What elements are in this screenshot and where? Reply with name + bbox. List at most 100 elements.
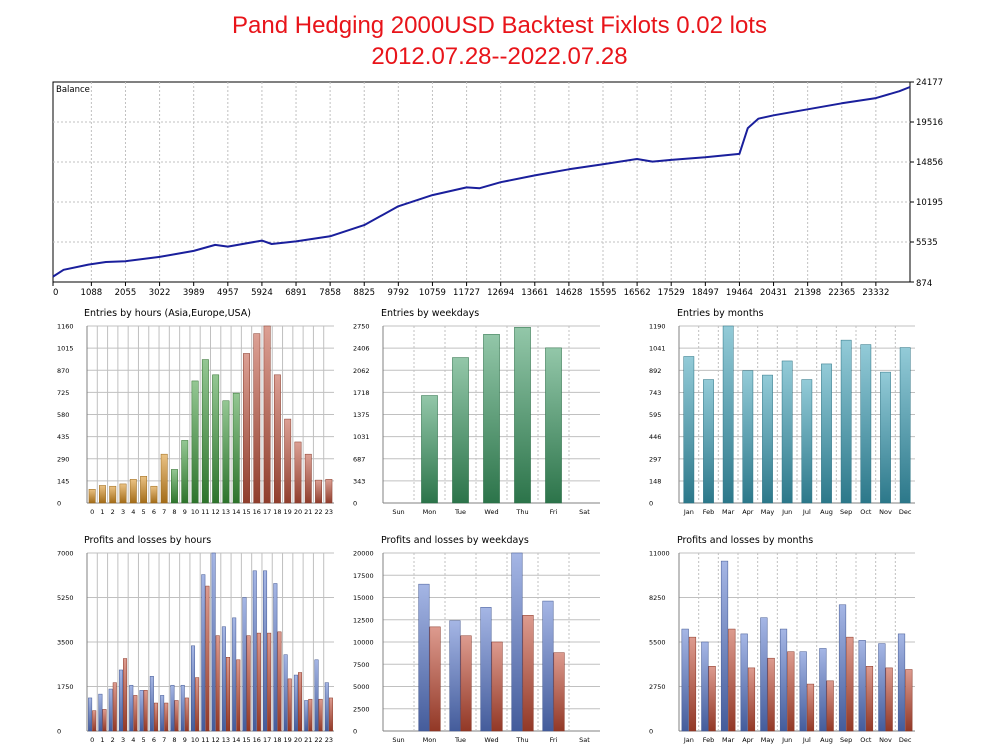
- entry-bar: [514, 327, 531, 504]
- x-tick-label: 10: [191, 508, 199, 516]
- y-tick-label: 297: [649, 455, 661, 463]
- loss-bar: [225, 657, 230, 732]
- x-tick-label: Sun: [392, 736, 404, 744]
- profit-bar: [180, 684, 185, 732]
- profit-bar: [108, 688, 113, 732]
- profit-bar: [149, 676, 154, 732]
- balance-x-tick-label: 18497: [692, 288, 719, 298]
- balance-x-tick-label: 0: [53, 288, 58, 298]
- x-tick-label: 18: [273, 508, 281, 516]
- y-tick-label: 15000: [353, 594, 374, 602]
- pl-weekdays-title: Profits and losses by weekdays: [381, 535, 529, 546]
- x-tick-label: Mar: [722, 736, 735, 744]
- y-tick-label: 0: [353, 728, 357, 736]
- loss-bar: [728, 628, 736, 732]
- x-tick-label: 7: [162, 508, 166, 516]
- entry-bar: [140, 476, 148, 504]
- x-tick-label: Dec: [899, 508, 912, 516]
- entry-bar: [781, 360, 793, 504]
- x-tick-label: 11: [201, 736, 209, 744]
- x-tick-label: Mon: [423, 508, 437, 516]
- y-tick-label: 892: [649, 367, 661, 375]
- x-tick-label: 22: [314, 736, 322, 744]
- y-tick-label: 2500: [353, 705, 370, 713]
- y-tick-label: 1190: [649, 323, 666, 331]
- entry-bar: [703, 379, 714, 504]
- entry-bar: [109, 485, 117, 504]
- entry-bar: [683, 356, 695, 504]
- entry-bar: [88, 489, 96, 504]
- loss-bar: [184, 697, 189, 732]
- report-title-line1: Pand Hedging 2000USD Backtest Fixlots 0.…: [232, 12, 767, 39]
- entry-bar: [722, 325, 734, 504]
- entry-bar: [232, 392, 240, 504]
- x-tick-label: 9: [183, 736, 187, 744]
- x-tick-label: Jun: [781, 736, 792, 744]
- x-tick-label: 21: [304, 736, 312, 744]
- balance-chart-title: Balance: [56, 85, 90, 95]
- balance-x-tick-label: 7858: [319, 288, 341, 298]
- entry-bar: [191, 380, 199, 504]
- x-tick-label: 2: [111, 736, 115, 744]
- profit-bar: [98, 693, 103, 732]
- y-tick-label: 0: [57, 728, 61, 736]
- profit-bar: [897, 633, 906, 732]
- balance-x-tick-label: 3989: [183, 288, 205, 298]
- x-tick-label: Oct: [860, 736, 872, 744]
- profit-bar: [201, 574, 206, 732]
- loss-bar: [267, 632, 272, 732]
- entry-bar: [840, 339, 852, 504]
- x-tick-label: 16: [253, 508, 261, 516]
- y-tick-label: 7500: [353, 661, 370, 669]
- y-tick-label: 1031: [353, 433, 370, 441]
- balance-x-tick-label: 1088: [81, 288, 103, 298]
- loss-bar: [277, 631, 282, 732]
- profit-bar: [273, 583, 278, 732]
- loss-bar: [256, 632, 261, 732]
- x-tick-label: 6: [152, 736, 156, 744]
- y-tick-label: 1750: [57, 683, 74, 691]
- x-tick-label: 8: [172, 508, 176, 516]
- profit-bar: [304, 700, 309, 732]
- balance-x-tick-label: 8825: [353, 288, 375, 298]
- x-tick-label: 12: [212, 736, 220, 744]
- y-tick-label: 435: [57, 433, 69, 441]
- entries-months-chart: Entries by months 0 148 297 446 595 743 892 1041…: [649, 308, 915, 516]
- profit-bar: [221, 626, 226, 732]
- entries-hours-chart: Entries by hours (Asia,Europe,USA)014529…: [57, 308, 334, 516]
- x-tick-label: Fri: [550, 736, 558, 744]
- x-tick-label: Feb: [703, 508, 715, 516]
- x-tick-label: Thu: [515, 508, 528, 516]
- y-tick-label: 870: [57, 367, 69, 375]
- profit-bar: [263, 570, 268, 732]
- y-tick-label: 5000: [353, 683, 370, 691]
- loss-bar: [195, 677, 200, 732]
- x-tick-label: 19: [284, 736, 292, 744]
- loss-bar: [174, 700, 179, 732]
- x-tick-label: 14: [232, 508, 240, 516]
- profit-bar: [314, 659, 319, 732]
- x-tick-label: 12: [212, 508, 220, 516]
- x-tick-label: 16: [253, 736, 261, 744]
- x-tick-label: 0: [90, 508, 94, 516]
- x-tick-label: 6: [152, 508, 156, 516]
- loss-bar: [885, 667, 893, 732]
- x-tick-label: 4: [131, 736, 135, 744]
- loss-bar: [747, 667, 756, 732]
- pl-months-title: Profits and losses by months: [677, 535, 813, 546]
- loss-bar: [522, 615, 534, 732]
- loss-bar: [102, 709, 107, 732]
- x-tick-label: Nov: [879, 736, 892, 744]
- balance-y-tick-label: 874: [916, 279, 932, 289]
- balance-x-tick-label: 5924: [251, 288, 273, 298]
- entries-weekdays-title: Entries by weekdays: [381, 308, 479, 319]
- entry-bar: [98, 485, 106, 504]
- x-tick-label: Sun: [392, 508, 404, 516]
- report-title-line2: 2012.07.28--2022.07.28: [371, 43, 628, 70]
- x-tick-label: Sat: [579, 736, 590, 744]
- balance-plot-frame: [52, 81, 911, 283]
- x-tick-label: Wed: [484, 508, 498, 516]
- balance-series-line: [52, 86, 911, 278]
- x-tick-label: 5: [142, 508, 146, 516]
